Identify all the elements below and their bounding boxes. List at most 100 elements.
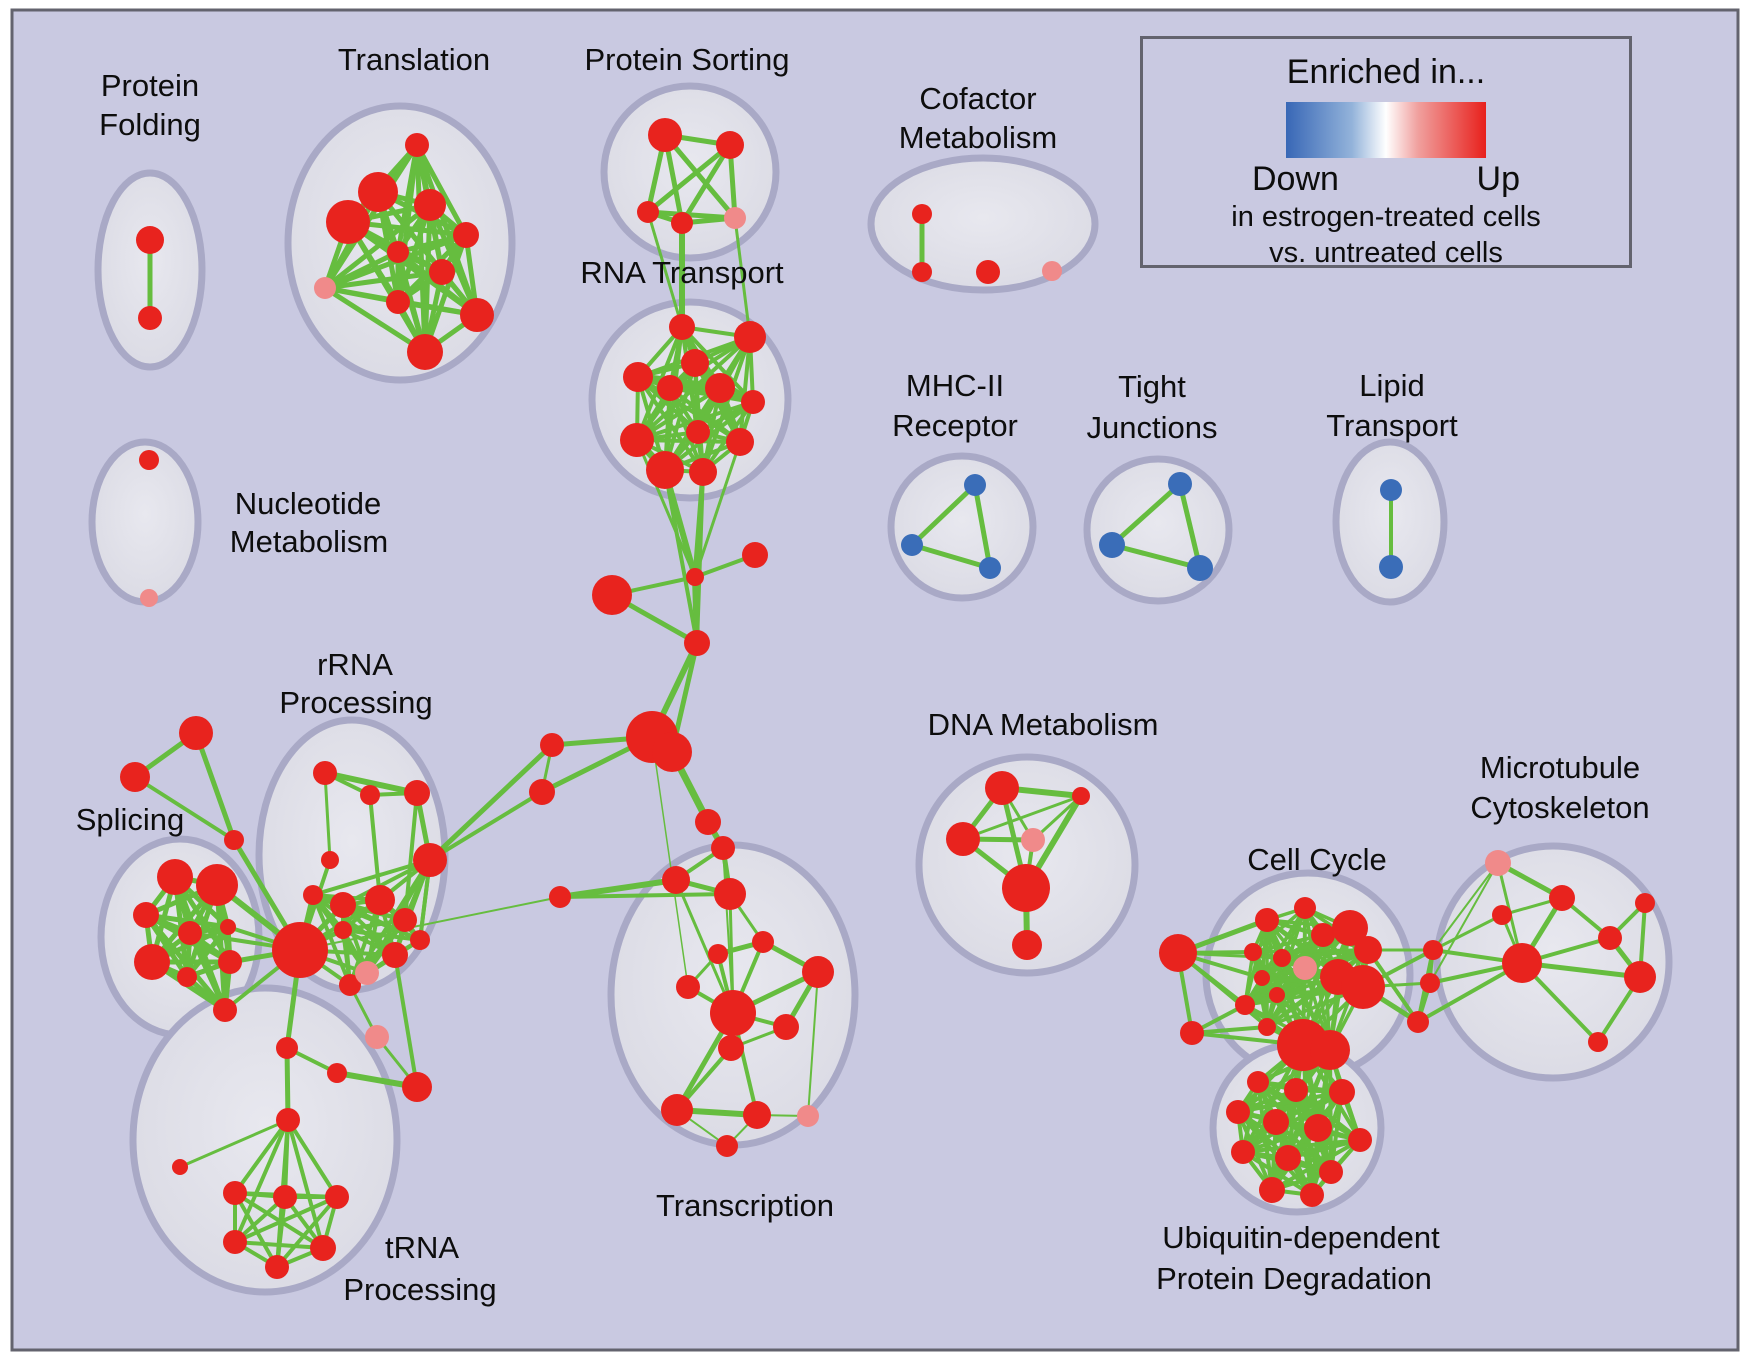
- node-st2: [120, 762, 150, 792]
- node-rt11: [646, 451, 684, 489]
- node-mt10: [1588, 1032, 1608, 1052]
- legend-caption-line1: in estrogen-treated cells: [1231, 201, 1541, 233]
- node-cy14: [1269, 987, 1285, 1003]
- node-nm2: [140, 589, 158, 607]
- edge: [635, 438, 697, 579]
- edge: [807, 971, 819, 1117]
- node-tn10: [310, 1235, 336, 1261]
- node-tl2: [358, 172, 398, 212]
- edge: [558, 892, 732, 899]
- node-cc9: [549, 886, 571, 908]
- node-tx15: [716, 1135, 738, 1157]
- node-cc7: [540, 733, 564, 757]
- edge: [393, 953, 419, 1089]
- node-tx12: [661, 1094, 693, 1126]
- edge: [143, 912, 231, 930]
- legend-caption-line2: vs. untreated cells: [1269, 237, 1503, 269]
- edge: [322, 202, 433, 291]
- node-cc4: [684, 630, 710, 656]
- node-rr14: [355, 961, 379, 985]
- node-cc2: [742, 542, 768, 568]
- node-mt3: [1492, 905, 1512, 925]
- edge: [403, 791, 419, 922]
- node-rr12: [410, 930, 430, 950]
- node-cy2: [1180, 1021, 1204, 1045]
- node-tl11: [407, 334, 443, 370]
- edge: [133, 775, 236, 842]
- node-ub8: [1231, 1140, 1255, 1164]
- node-dm5: [1002, 864, 1050, 912]
- node-rt3: [681, 349, 709, 377]
- node-cy10: [1293, 956, 1317, 980]
- node-rr3: [404, 780, 430, 806]
- edge: [341, 928, 422, 942]
- node-tn5: [172, 1159, 188, 1175]
- node-tn3: [402, 1072, 432, 1102]
- edge: [193, 730, 237, 843]
- node-dm1: [985, 771, 1019, 805]
- node-cy16: [1258, 1018, 1276, 1036]
- node-sp6: [134, 944, 170, 980]
- cluster-label-protein-folding-line1: Protein: [101, 68, 199, 103]
- node-tx3: [662, 866, 690, 894]
- node-ub6: [1304, 1114, 1332, 1142]
- cluster-ellipse-mhc-ii-receptor: [887, 452, 1037, 602]
- node-tx5: [752, 931, 774, 953]
- cluster-ellipse-cofactor-metabolism: [867, 154, 1099, 294]
- node-tx13: [743, 1101, 771, 1129]
- node-sp7: [177, 967, 197, 987]
- cluster-ellipse-protein-sorting: [600, 82, 780, 262]
- node-cc1: [686, 568, 704, 586]
- node-mt2: [1549, 885, 1575, 911]
- node-cy5: [1311, 923, 1335, 947]
- node-rr4: [321, 851, 339, 869]
- edge: [738, 335, 752, 444]
- edge: [909, 542, 993, 571]
- node-ub4: [1226, 1100, 1250, 1124]
- node-ps1: [648, 118, 682, 152]
- node-tl8: [314, 277, 336, 299]
- cluster-label-trna-processing-line1: tRNA: [385, 1230, 459, 1265]
- edge: [1251, 906, 1307, 954]
- edge: [646, 210, 684, 329]
- node-ub2: [1284, 1078, 1308, 1102]
- edge: [679, 142, 733, 226]
- node-tj3: [1187, 555, 1213, 581]
- node-sp9: [213, 998, 237, 1022]
- edge: [674, 878, 735, 1015]
- node-rr9: [393, 908, 417, 932]
- node-tnu: [276, 1037, 298, 1059]
- node-mt4: [1502, 943, 1542, 983]
- edge: [178, 1118, 290, 1169]
- edge: [651, 736, 689, 988]
- node-tx14: [797, 1105, 819, 1127]
- edge: [1241, 1150, 1314, 1197]
- node-mt6: [1420, 973, 1440, 993]
- cluster-label-ubiquitin-degradation-line1: Ubiquitin-dependent: [1162, 1220, 1440, 1255]
- edge: [1176, 951, 1269, 1029]
- node-tx6: [708, 944, 728, 964]
- node-ub12: [1300, 1183, 1324, 1207]
- node-ps3: [637, 201, 659, 223]
- node-cy15: [1235, 995, 1255, 1015]
- legend-title: Enriched in...: [1286, 53, 1486, 91]
- node-tl5: [453, 222, 479, 248]
- node-mt7: [1598, 926, 1622, 950]
- edge: [1270, 1138, 1362, 1192]
- node-mh1: [964, 474, 986, 496]
- cluster-label-trna-processing-line2: Processing: [343, 1272, 496, 1307]
- node-nm1: [139, 450, 159, 470]
- node-dm3: [946, 822, 980, 856]
- node-rt10: [726, 428, 754, 456]
- node-tn4: [365, 1025, 389, 1049]
- cluster-label-cofactor-metabolism-line1: Cofactor: [919, 81, 1036, 116]
- edge: [427, 742, 555, 863]
- node-tl10: [460, 298, 494, 332]
- node-pf2: [138, 306, 162, 330]
- node-rr2: [360, 785, 380, 805]
- cluster-label-microtubule-cytoskeleton-line1: Microtubule: [1480, 750, 1640, 785]
- node-rr7: [330, 892, 356, 918]
- edge: [233, 1118, 290, 1244]
- cluster-ellipse-microtubule-cytoskeleton: [1433, 842, 1673, 1082]
- node-tx10: [773, 1014, 799, 1040]
